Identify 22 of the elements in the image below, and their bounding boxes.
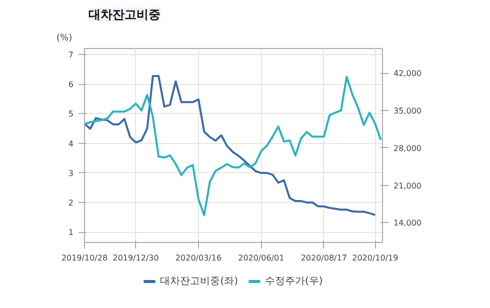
y2-tick-label: 21,000 (394, 181, 422, 190)
x-tick-label: 2020/08/17 (300, 254, 347, 262)
y-axis-title: (%) (56, 34, 72, 44)
y-tick-label: 1 (68, 228, 74, 238)
y-tick-label: 2 (68, 198, 74, 208)
y2-tick-label: 42,000 (394, 69, 422, 78)
x-tick-label: 2020/06/01 (238, 254, 284, 262)
legend-label: 수정주가(우) (265, 275, 323, 288)
y-tick-label: 6 (68, 80, 74, 90)
x-tick-label: 2019/12/30 (112, 254, 159, 262)
y-tick-label: 4 (68, 139, 74, 148)
x-tick-label: 2020/10/19 (352, 254, 398, 262)
y2-tick-label: 28,000 (394, 144, 422, 153)
y2-tick-label: 14,000 (394, 218, 422, 228)
y2-tick-label: 35,000 (394, 106, 422, 116)
y-tick-label: 7 (68, 50, 74, 60)
x-tick-label: 2020/03/16 (175, 254, 222, 262)
chart-title: 대차잔고비중 (88, 8, 160, 22)
legend-label: 대차잔고비중(좌) (160, 275, 238, 288)
x-tick-label: 2019/10/28 (61, 254, 108, 262)
y-tick-label: 3 (68, 168, 74, 178)
y-tick-label: 5 (68, 110, 74, 119)
